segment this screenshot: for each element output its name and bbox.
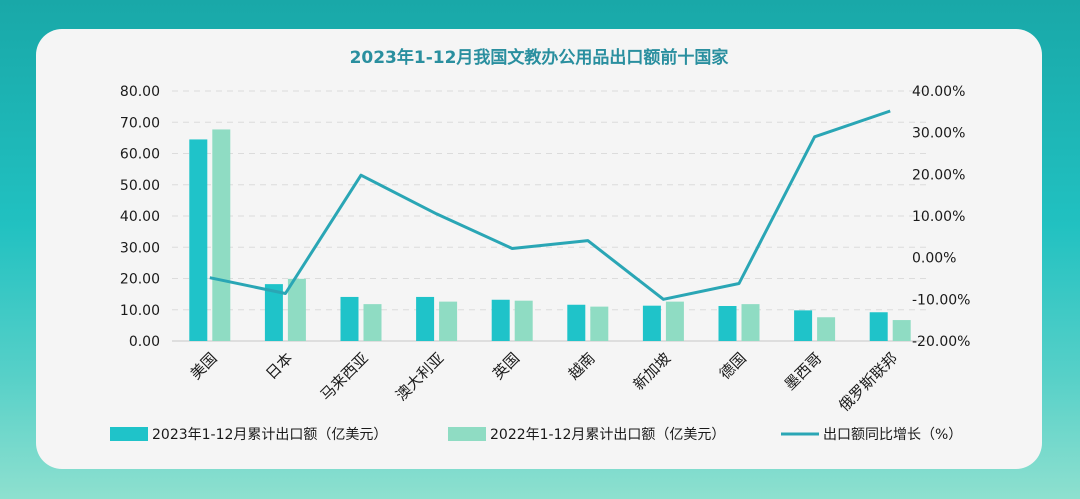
category-label: 澳大利亚 xyxy=(392,349,447,404)
bar-2023 xyxy=(189,139,208,341)
bar-2023 xyxy=(491,299,510,341)
chart-card: 2023年1-12月我国文教办公用品出口额前十国家 0.00 10.00 20.00… xyxy=(36,29,1042,469)
bar-2023 xyxy=(794,310,813,341)
category-label: 俄罗斯联邦 xyxy=(835,349,901,415)
y-left-tick-label: 40.00 xyxy=(120,209,160,225)
bar-2023 xyxy=(416,296,435,341)
bar-2022 xyxy=(363,304,382,341)
bars xyxy=(189,129,911,341)
category-label: 德国 xyxy=(716,349,750,383)
bar-2022 xyxy=(665,301,684,341)
category-label: 马来西亚 xyxy=(317,349,372,404)
y-right-tick-label: 20.00% xyxy=(912,167,965,183)
legend-label-2022: 2022年1-12月累计出口额（亿美元） xyxy=(490,427,725,443)
y-right-tick-label: 40.00% xyxy=(912,84,965,100)
bar-2022 xyxy=(212,129,231,341)
y-right-tick-label: 10.00% xyxy=(912,209,965,225)
y-right-tick-label: -20.00% xyxy=(912,334,970,350)
y-left-tick-label: 50.00 xyxy=(120,178,160,194)
y-right-tick-label: 0.00% xyxy=(912,251,956,267)
bar-2022 xyxy=(817,317,836,341)
category-label: 越南 xyxy=(565,349,599,383)
chart-title: 2023年1-12月我国文教办公用品出口额前十国家 xyxy=(350,47,729,68)
category-label: 墨西哥 xyxy=(781,349,826,394)
category-axis: 美国 日本 马来西亚 澳大利亚 英国 越南 新加坡 德国 墨西哥 俄罗斯联邦 xyxy=(187,349,901,415)
bar-2023 xyxy=(567,304,586,341)
bar-2023 xyxy=(264,284,283,341)
left-axis: 0.00 10.00 20.00 30.00 40.00 50.00 60.00 70.00 8… xyxy=(120,84,160,350)
y-right-tick-label: 30.00% xyxy=(912,126,965,142)
legend-label-growth: 出口额同比增长（%） xyxy=(823,427,962,443)
bar-2023 xyxy=(642,305,661,341)
y-left-tick-label: 60.00 xyxy=(120,147,160,163)
legend-label-2023: 2023年1-12月累计出口额（亿美元） xyxy=(152,427,387,443)
legend-swatch-2023 xyxy=(110,427,148,441)
growth-line xyxy=(209,109,891,301)
bar-2022 xyxy=(590,306,609,341)
gridlines xyxy=(172,90,928,342)
chart-svg: 2023年1-12月我国文教办公用品出口额前十国家 0.00 10.00 20.00… xyxy=(110,47,970,443)
bar-2023 xyxy=(718,306,737,341)
category-label: 日本 xyxy=(262,349,296,383)
legend: 2023年1-12月累计出口额（亿美元） 2022年1-12月累计出口额（亿美元）… xyxy=(110,427,962,443)
bar-2022 xyxy=(892,320,911,341)
bar-2022 xyxy=(287,278,306,341)
category-label: 英国 xyxy=(489,349,523,383)
y-right-tick-label: -10.00% xyxy=(912,292,970,308)
category-label: 美国 xyxy=(187,349,221,383)
legend-swatch-2022 xyxy=(448,427,486,441)
bar-2022 xyxy=(514,300,533,341)
y-left-tick-label: 20.00 xyxy=(120,272,160,288)
y-left-tick-label: 70.00 xyxy=(120,115,160,131)
bar-2022 xyxy=(741,304,760,341)
category-label: 新加坡 xyxy=(630,349,675,394)
bar-2022 xyxy=(439,301,458,341)
y-left-tick-label: 0.00 xyxy=(129,334,160,350)
bar-2023 xyxy=(869,312,888,341)
bar-2023 xyxy=(340,296,359,341)
y-left-tick-label: 10.00 xyxy=(120,303,160,319)
y-left-tick-label: 30.00 xyxy=(120,240,160,256)
right-axis: -20.00% -10.00% 0.00% 10.00% 20.00% 30.00% 40.… xyxy=(912,84,970,350)
y-left-tick-label: 80.00 xyxy=(120,84,160,100)
growth-line-path xyxy=(209,109,891,301)
